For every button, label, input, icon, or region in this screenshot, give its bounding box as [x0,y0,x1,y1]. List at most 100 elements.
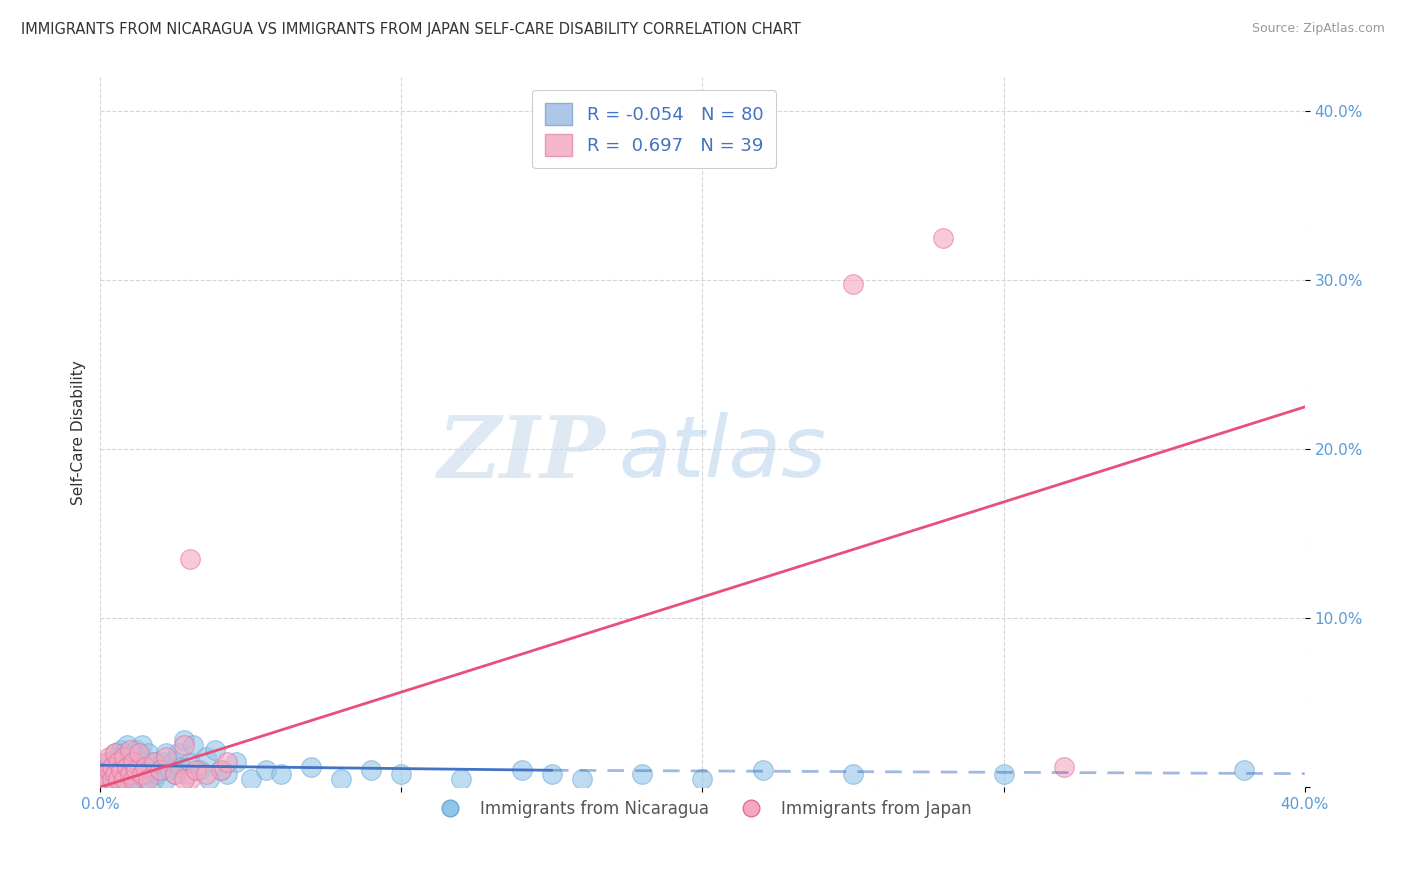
Point [115,760,138,774]
Legend: Immigrants from Nicaragua, Immigrants from Japan: Immigrants from Nicaragua, Immigrants fr… [427,794,979,825]
Point [993,766,1015,780]
Point [98,749,121,764]
Point [104,747,127,761]
Point [134,755,156,769]
Point [179,772,201,786]
Point [143,755,166,769]
Point [239,772,262,786]
Y-axis label: Self-Care Disability: Self-Care Disability [72,360,86,505]
Point [112,772,135,786]
Point [107,755,129,769]
Point [143,755,166,769]
Point [136,772,159,786]
Point [125,743,148,757]
Point [254,764,277,778]
Point [98,775,121,789]
Point [157,764,180,778]
Point [112,760,135,774]
Point [209,764,232,778]
Point [194,766,217,780]
Point [104,747,127,761]
Point [101,772,124,786]
Point [173,732,195,747]
Point [136,766,159,780]
Text: atlas: atlas [619,412,827,495]
Point [165,766,187,780]
Point [107,764,129,778]
Point [225,755,247,769]
Point [128,747,150,761]
Point [101,772,124,786]
Point [131,766,153,780]
Point [122,755,145,769]
Point [115,755,138,769]
Point [98,764,121,778]
Point [104,766,127,780]
Point [932,231,955,245]
Point [215,755,238,769]
Point [122,766,145,780]
Point [120,743,142,757]
Point [197,772,219,786]
Point [751,764,773,778]
Point [120,772,142,786]
Point [389,766,412,780]
Point [125,764,148,778]
Point [215,766,238,780]
Point [112,749,135,764]
Point [1233,764,1256,778]
Point [170,760,193,774]
Point [120,766,142,780]
Point [176,766,198,780]
Point [173,738,195,752]
Text: ZIP: ZIP [439,412,606,495]
Point [204,743,226,757]
Point [162,755,184,769]
Point [115,766,138,780]
Point [115,738,138,752]
Point [131,738,153,752]
Point [510,764,533,778]
Point [110,755,132,769]
Point [167,747,190,761]
Text: IMMIGRANTS FROM NICARAGUA VS IMMIGRANTS FROM JAPAN SELF-CARE DISABILITY CORRELAT: IMMIGRANTS FROM NICARAGUA VS IMMIGRANTS … [21,22,801,37]
Point [165,766,187,780]
Point [125,772,148,786]
Point [94,760,117,774]
Point [149,764,172,778]
Point [360,764,382,778]
Point [122,755,145,769]
Point [450,772,472,786]
Point [101,760,124,774]
Point [120,749,142,764]
Point [94,755,117,769]
Point [131,764,153,778]
Point [209,764,232,778]
Point [149,764,172,778]
Point [98,764,121,778]
Point [98,755,121,769]
Point [186,764,208,778]
Point [299,760,322,774]
Point [330,772,353,786]
Point [155,747,177,761]
Point [125,760,148,774]
Point [104,755,127,769]
Point [94,766,117,780]
Point [122,772,145,786]
Point [631,766,654,780]
Point [134,772,156,786]
Point [1053,760,1076,774]
Point [183,738,205,752]
Point [128,749,150,764]
Point [141,760,163,774]
Point [270,766,292,780]
Point [188,764,211,778]
Point [107,772,129,786]
Point [146,766,169,780]
Point [571,772,593,786]
Point [155,749,177,764]
Point [110,743,132,757]
Point [101,760,124,774]
Point [842,277,865,291]
